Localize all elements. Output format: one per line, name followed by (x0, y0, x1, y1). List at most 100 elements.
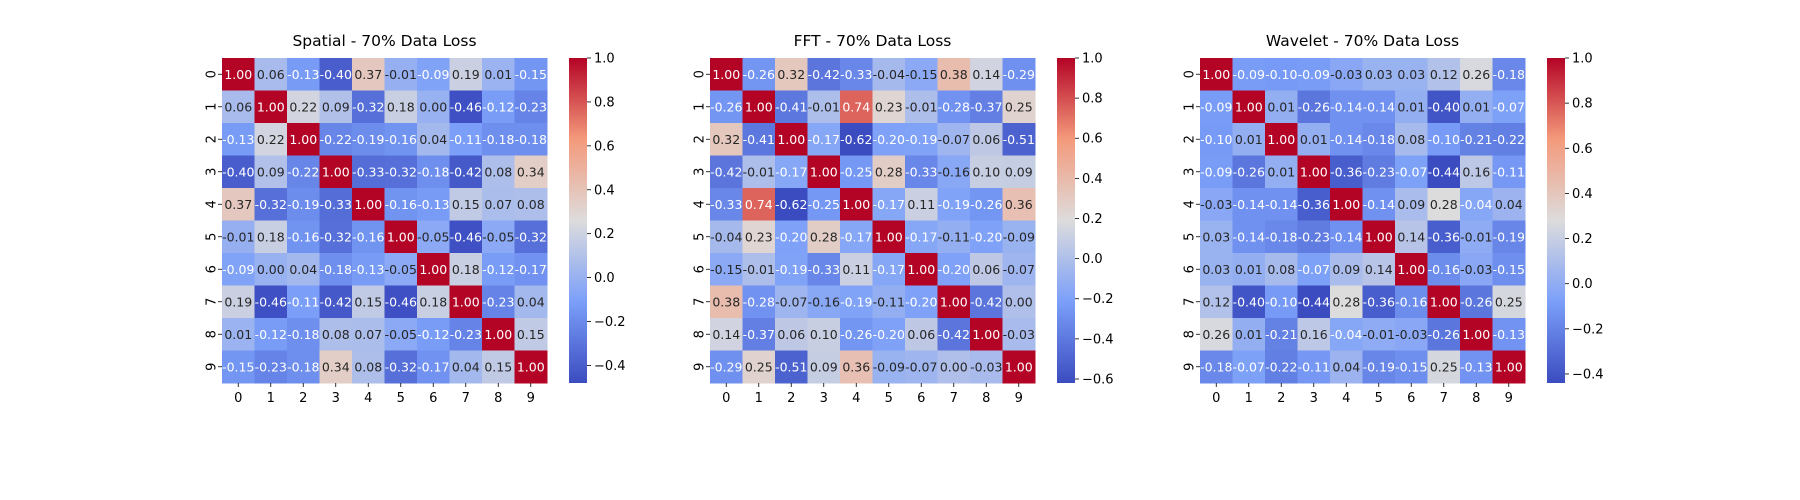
colorbar-tick-label: 0.8 (594, 95, 615, 110)
heatmap-cell (449, 220, 483, 254)
cell-value-label: 0.14 (1365, 262, 1393, 277)
cell-value-label: -0.16 (1428, 262, 1460, 277)
heatmap-cell (1297, 253, 1331, 286)
heatmap-cell (254, 58, 288, 91)
cell-value-label: -0.21 (1460, 132, 1492, 147)
cell-value-label: -0.07 (938, 132, 970, 147)
heatmap-cell (840, 285, 873, 319)
heatmap-cell (482, 123, 515, 156)
heatmap-cell (514, 123, 548, 156)
colorbar-tick-label: −0.4 (594, 359, 626, 374)
cell-value-label: -0.04 (710, 229, 742, 244)
cell-value-label: -0.18 (287, 359, 319, 374)
cell-value-label: -0.05 (385, 262, 417, 277)
cell-value-label: -0.36 (1428, 229, 1460, 244)
cell-value-label: 0.26 (1202, 327, 1230, 342)
heatmap-cell (1002, 123, 1036, 156)
cell-value-label: 0.08 (517, 197, 545, 212)
heatmap-cell (1330, 155, 1363, 189)
cell-value-label: -0.05 (385, 327, 417, 342)
heatmap-cell (1460, 90, 1493, 124)
cell-value-label: -0.07 (1493, 99, 1525, 114)
heatmap-cell (742, 155, 776, 189)
cell-value-label: 1.00 (1300, 164, 1328, 179)
heatmap-cell (1362, 188, 1396, 221)
cell-value-label: -0.40 (222, 164, 254, 179)
cell-value-label: -0.33 (840, 67, 872, 82)
heatmap-cell (319, 90, 353, 124)
cell-value-label: -0.05 (482, 229, 514, 244)
y-tick-label: 3 (693, 168, 708, 176)
cell-value-label: 0.11 (842, 262, 870, 277)
heatmap-cell (254, 253, 288, 286)
heatmap-cell (1265, 155, 1298, 189)
cell-value-label: -0.26 (710, 99, 742, 114)
cell-value-label: 0.23 (875, 99, 903, 114)
cell-value-label: 1.00 (972, 327, 1000, 342)
cell-value-label: 0.01 (1235, 132, 1263, 147)
cell-value-label: 0.18 (419, 294, 447, 309)
heatmap-cell (970, 285, 1003, 319)
cell-value-label: 0.74 (842, 99, 870, 114)
heatmap-cell (1297, 90, 1331, 124)
heatmap-cell (1002, 253, 1036, 286)
cell-value-label: 1.00 (1397, 262, 1425, 277)
cell-value-label: 0.12 (1430, 67, 1458, 82)
heatmap-cell (352, 350, 385, 384)
y-tick-label: 4 (205, 200, 220, 208)
heatmap-cell (710, 188, 743, 221)
cell-value-label: -0.42 (808, 67, 840, 82)
x-tick-label: 5 (397, 391, 405, 406)
heatmap-cell (710, 253, 743, 286)
heatmap-cell (1492, 318, 1526, 351)
heatmap-cell (1330, 285, 1363, 319)
heatmap-cell (937, 155, 971, 189)
heatmap-cell (905, 253, 938, 286)
y-tick-label: 8 (1183, 330, 1198, 338)
y-tick-label: 5 (693, 233, 708, 241)
heatmap-cell (1002, 90, 1036, 124)
cell-value-label: -0.03 (1395, 327, 1427, 342)
cell-value-label: -0.26 (1298, 99, 1330, 114)
y-tick-label: 1 (1183, 103, 1198, 111)
x-tick-label: 4 (364, 391, 372, 406)
cell-value-label: -0.11 (1298, 359, 1330, 374)
heatmap-cell (1492, 90, 1526, 124)
cell-value-label: 0.16 (1300, 327, 1328, 342)
heatmap-cell (807, 220, 841, 254)
cell-value-label: 1.00 (354, 197, 382, 212)
cell-value-label: 0.11 (907, 197, 935, 212)
heatmap-cell (1265, 90, 1298, 124)
heatmap-cell (807, 285, 841, 319)
heatmap-cell (287, 58, 320, 91)
cell-value-label: -0.18 (1265, 229, 1297, 244)
cell-value-label: -0.07 (1298, 262, 1330, 277)
cell-value-label: 0.10 (972, 164, 1000, 179)
heatmap-cell (287, 253, 320, 286)
heatmap-cell (872, 253, 906, 286)
heatmap-cell (319, 155, 353, 189)
cell-value-label: -0.09 (417, 67, 449, 82)
cell-value-label: 0.37 (354, 67, 382, 82)
cell-value-label: -0.41 (775, 99, 807, 114)
cell-value-label: -0.44 (1298, 294, 1330, 309)
x-tick-label: 0 (722, 391, 730, 406)
heatmap-cell (1232, 58, 1266, 91)
cell-value-label: -0.16 (808, 294, 840, 309)
cell-value-label: -0.12 (482, 99, 514, 114)
cell-value-label: -0.26 (840, 327, 872, 342)
cell-value-label: 1.00 (842, 197, 870, 212)
cell-value-label: 0.16 (1462, 164, 1490, 179)
heatmap-cell (937, 318, 971, 351)
heatmap-cell (1395, 188, 1428, 221)
cell-value-label: 0.38 (712, 294, 740, 309)
heatmap-cell (417, 58, 450, 91)
cell-value-label: 0.01 (1462, 99, 1490, 114)
heatmap-cell (1427, 253, 1461, 286)
cell-value-label: 1.00 (257, 99, 285, 114)
heatmap-cell (1330, 350, 1363, 384)
cell-value-label: 0.04 (1332, 359, 1360, 374)
cell-value-label: -0.13 (287, 67, 319, 82)
